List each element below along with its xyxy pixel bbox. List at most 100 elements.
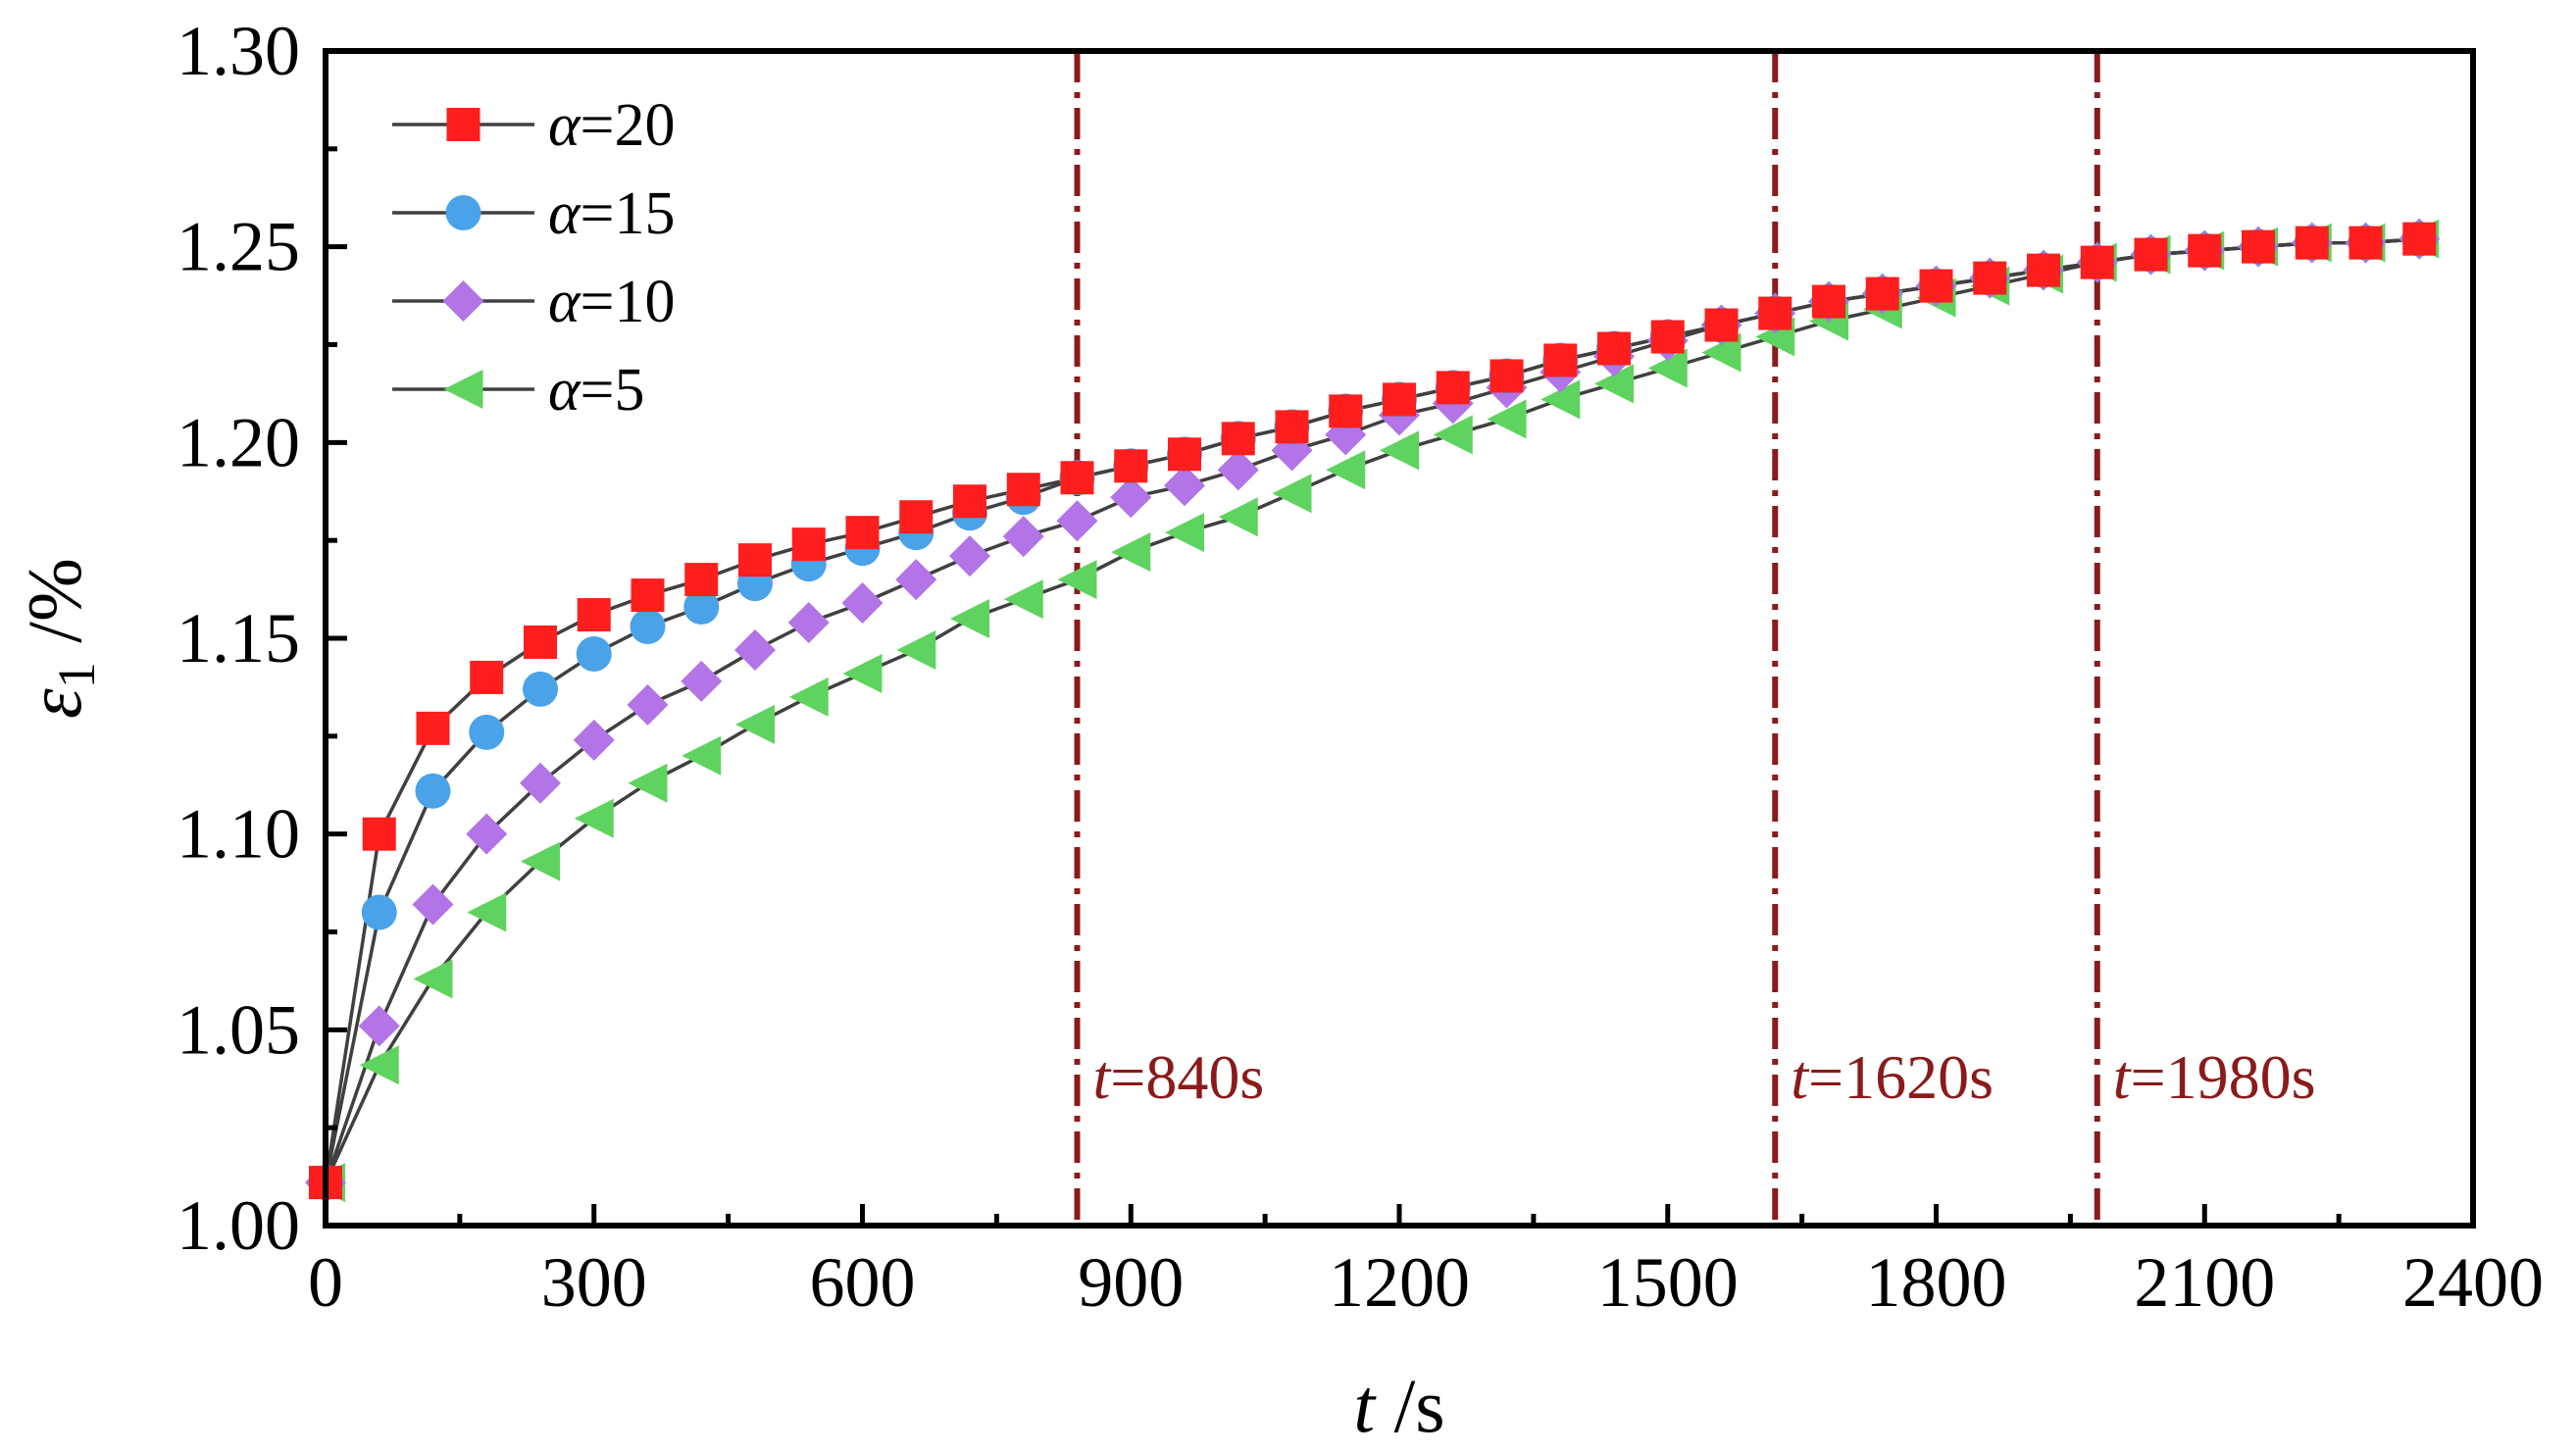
x-tick-label: 2400	[2402, 1243, 2544, 1322]
series-line-3	[324, 236, 2420, 1183]
series-0-point	[362, 817, 396, 851]
series-0-point	[1597, 331, 1631, 366]
series-2-point	[841, 582, 884, 625]
series-3-point	[1111, 532, 1151, 573]
series-0-point	[1383, 382, 1416, 417]
series-2-point	[681, 660, 723, 702]
series-0-point	[1060, 461, 1094, 495]
series-0-point	[845, 516, 880, 550]
series-3-point	[950, 599, 989, 639]
x-tick-label: 1500	[1597, 1243, 1739, 1322]
series-3-point	[1541, 379, 1581, 420]
legend-label-2: α=10	[548, 269, 676, 335]
legend-marker-0	[446, 108, 480, 141]
series-3-point	[896, 629, 936, 670]
series-3-point	[628, 763, 668, 803]
y-tick-label: 1.15	[177, 599, 300, 677]
series-3-point	[1272, 474, 1312, 514]
series-0-point	[684, 563, 719, 597]
series-0-point	[1973, 261, 2007, 295]
series-3-point	[1057, 560, 1097, 600]
legend-marker-2	[442, 280, 484, 322]
axis-titles: t /s ε1 /%	[12, 558, 1445, 1448]
series-0-point	[1221, 422, 1255, 456]
annotation-label-0: t=840s	[1093, 1042, 1265, 1112]
series-0-point	[2188, 233, 2222, 268]
legend-marker-3	[443, 370, 483, 409]
y-tick-label: 1.25	[177, 208, 300, 286]
x-tick-label: 2100	[2134, 1243, 2275, 1322]
series-0-point	[2080, 245, 2114, 279]
series-3-point	[1326, 450, 1366, 490]
series-1-point	[361, 894, 397, 930]
series-0-point	[577, 598, 611, 632]
series-1-point	[683, 589, 720, 626]
series-2-point	[787, 602, 830, 644]
x-tick-label: 900	[1078, 1243, 1184, 1322]
series-0-point	[631, 578, 665, 613]
series-lines	[324, 236, 2420, 1183]
series-0-point	[470, 660, 504, 694]
series-3-point	[1218, 497, 1258, 537]
x-tick-label: 1200	[1329, 1243, 1470, 1322]
series-2-point	[358, 1005, 400, 1047]
series-3-point	[359, 1045, 399, 1085]
legend-label-0: α=20	[548, 92, 676, 159]
x-tick-label: 0	[308, 1243, 343, 1322]
series-2-point	[573, 719, 615, 761]
series-3-point	[1380, 430, 1419, 471]
series-0-point	[1006, 473, 1040, 507]
series-0-point	[1436, 371, 1470, 405]
series-3-point	[682, 735, 722, 776]
legend-label-1: α=15	[548, 180, 676, 247]
series-0-point	[2402, 222, 2437, 256]
series-0-point	[2134, 237, 2168, 272]
series-0-point	[738, 543, 772, 577]
y-axis-title: ε1 /%	[12, 558, 106, 719]
y-tick-label: 1.20	[177, 403, 300, 481]
series-3-point	[1003, 579, 1043, 620]
series-0-point	[953, 484, 986, 519]
series-2-point	[1217, 449, 1259, 491]
axes: 0 300 600 900 1200 1500 1800 2100 2400 1.00 1.05 1.…	[177, 12, 2544, 1322]
annotation-labels: t=840s t=1620s t=1980s	[1093, 1042, 2316, 1112]
series-0-point	[1865, 276, 1899, 311]
series-3-point	[1433, 415, 1473, 455]
series-0-point	[1758, 296, 1793, 330]
series-3-point	[1594, 364, 1634, 404]
x-axis-title: t /s	[1353, 1363, 1444, 1448]
series-0-point	[899, 500, 934, 534]
series-line-2	[324, 236, 2420, 1183]
y-tick-label: 1.10	[177, 795, 300, 874]
legend-label-3: α=5	[548, 357, 645, 424]
series-0-point	[1650, 320, 1685, 354]
series-3-point	[521, 841, 560, 881]
series-2-point	[520, 762, 561, 804]
series-0-point	[1168, 437, 1201, 472]
series-1-point	[630, 609, 666, 645]
x-tick-label: 300	[541, 1243, 647, 1322]
series-0-point	[2027, 253, 2060, 287]
series-0-point	[2295, 226, 2329, 260]
series-0-point	[1114, 449, 1148, 483]
series-3-point	[574, 798, 614, 838]
series-0-point	[416, 711, 450, 745]
series-1-point	[576, 635, 612, 672]
series-3-point	[788, 677, 829, 717]
series-2-point	[412, 883, 454, 926]
series-1-point	[415, 773, 451, 809]
annotation-label-1: t=1620s	[1791, 1042, 1994, 1112]
series-3-point	[842, 653, 883, 693]
legend-marker-1	[445, 195, 481, 230]
x-tick-label: 600	[810, 1243, 916, 1322]
y-tick-label: 1.30	[177, 12, 300, 90]
series-3-point	[1701, 332, 1742, 373]
series-0-point	[1275, 410, 1309, 444]
series-2-point	[895, 559, 937, 601]
y-tick-label: 1.05	[177, 990, 300, 1069]
series-0-point	[1919, 269, 1953, 303]
series-0-point	[1490, 359, 1524, 393]
series-2-point	[949, 535, 990, 577]
series-0-point	[791, 527, 826, 562]
